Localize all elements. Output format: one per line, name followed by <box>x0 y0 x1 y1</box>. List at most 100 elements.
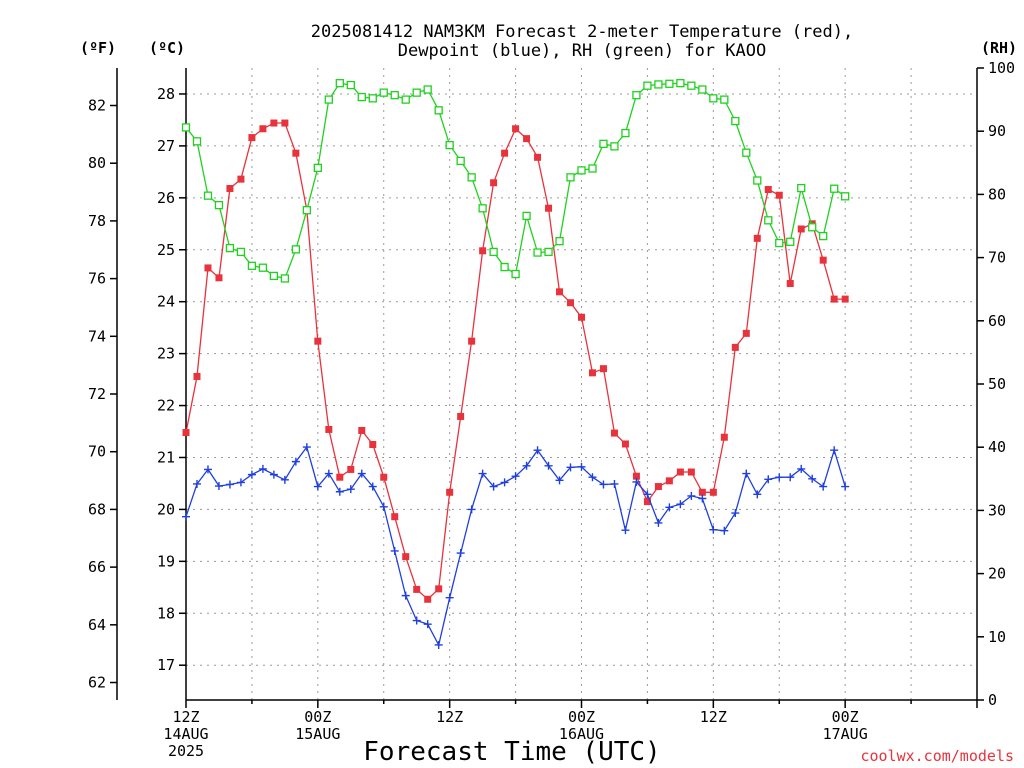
temperature-point <box>292 149 300 157</box>
dewpoint-point <box>313 482 322 491</box>
rh-point <box>698 85 707 94</box>
rh-point <box>654 80 663 89</box>
rh-point <box>357 92 366 102</box>
dewpoint-point <box>478 469 487 478</box>
temperature-point <box>523 135 531 143</box>
fahrenheit-tick-label: 76 <box>88 270 106 288</box>
rh-point <box>511 269 520 279</box>
x-tick-label: 12Z <box>436 708 463 726</box>
celsius-tick-label: 20 <box>157 500 175 518</box>
rh-point <box>203 191 213 200</box>
dewpoint-point <box>764 475 773 484</box>
dewpoint-point <box>753 490 762 499</box>
rh-tick-label: 10 <box>988 628 1006 646</box>
rh-point <box>555 237 564 246</box>
temperature-point <box>621 440 629 448</box>
x-tick-label: 15AUG <box>295 725 340 743</box>
temperature-point <box>182 429 190 437</box>
dewpoint-point <box>500 478 509 487</box>
celsius-tick-label: 27 <box>157 137 175 155</box>
temperature-point <box>380 473 388 481</box>
rh-tick-label: 70 <box>988 249 1006 267</box>
x-tick-label: 00Z <box>304 708 331 726</box>
celsius-tick-label: 18 <box>157 604 175 622</box>
dewpoint-point <box>379 502 388 511</box>
rh-point <box>214 200 224 210</box>
temperature-point <box>599 365 607 373</box>
temperature-point <box>314 337 322 345</box>
dewpoint-point <box>654 518 663 527</box>
rh-point <box>247 261 257 270</box>
temperature-point <box>215 274 223 282</box>
dewpoint-point <box>621 526 630 535</box>
dewpoint-point <box>720 526 729 535</box>
celsius-tick-label: 21 <box>157 448 175 466</box>
temperature-point <box>567 299 575 307</box>
dewpoint-point <box>698 494 707 503</box>
dewpoint-point <box>599 480 608 489</box>
celsius-unit-label: (ºC) <box>149 39 185 57</box>
rh-point <box>302 206 311 215</box>
dewpoint-point <box>797 464 806 473</box>
fahrenheit-tick-label: 72 <box>88 385 106 403</box>
x-tick-label: 14AUG <box>163 725 208 743</box>
rh-point <box>291 245 301 254</box>
rh-point <box>445 140 454 150</box>
rh-point <box>786 237 795 246</box>
celsius-tick-label: 23 <box>157 345 175 363</box>
dewpoint-point <box>489 482 498 491</box>
temperature-point <box>336 473 344 481</box>
temperature-point <box>775 191 783 199</box>
rh-point <box>280 274 290 283</box>
dewpoint-point <box>214 482 223 491</box>
rh-point <box>225 243 235 253</box>
temperature-point <box>391 513 399 521</box>
temperature-point <box>226 184 234 192</box>
x-tick-label: 12Z <box>700 708 727 726</box>
rh-point <box>632 91 641 100</box>
dewpoint-point <box>182 512 190 521</box>
rh-point <box>412 88 421 97</box>
dewpoint-point <box>225 480 234 489</box>
temperature-point <box>347 465 355 473</box>
chart-title-line1: 2025081412 NAM3KM Forecast 2-meter Tempe… <box>311 22 853 42</box>
rh-tick-label: 50 <box>988 375 1006 393</box>
rh-point <box>841 192 850 201</box>
rh-point <box>258 263 268 272</box>
x-tick-label: 00Z <box>568 708 595 726</box>
celsius-tick-label: 25 <box>157 241 175 259</box>
temperature-point <box>797 225 805 233</box>
dewpoint-point <box>786 473 795 482</box>
temperature-point <box>402 553 410 561</box>
temperature-point <box>665 477 673 485</box>
temperature-point <box>193 372 201 380</box>
temperature-point <box>841 295 849 303</box>
dewpoint-point <box>819 482 828 491</box>
dewpoint-point <box>467 505 476 514</box>
dewpoint-point <box>269 470 278 479</box>
rh-point <box>676 79 685 88</box>
dewpoint-point <box>203 465 212 474</box>
temperature-point <box>512 125 520 133</box>
dewpoint-point <box>775 473 784 482</box>
temperature-point <box>534 153 542 161</box>
temperature-point <box>556 288 564 296</box>
temperature-point <box>764 186 772 194</box>
rh-point <box>566 173 575 182</box>
dewpoint-point <box>247 470 256 479</box>
rh-point <box>533 248 542 257</box>
x-tick-label: 17AUG <box>823 725 868 743</box>
rh-point <box>456 156 465 166</box>
temperature-point <box>654 483 662 491</box>
dewpoint-series <box>182 443 850 649</box>
dewpoint-point <box>544 461 553 470</box>
rh-tick-label: 30 <box>988 501 1006 519</box>
rh-series <box>181 79 850 283</box>
dewpoint-point <box>236 478 245 487</box>
dewpoint-point <box>423 620 432 629</box>
rh-tick-label: 100 <box>988 59 1015 77</box>
rh-point <box>346 80 355 90</box>
rh-point <box>709 94 718 103</box>
temperature-point <box>830 295 838 303</box>
dewpoint-point <box>566 463 575 472</box>
